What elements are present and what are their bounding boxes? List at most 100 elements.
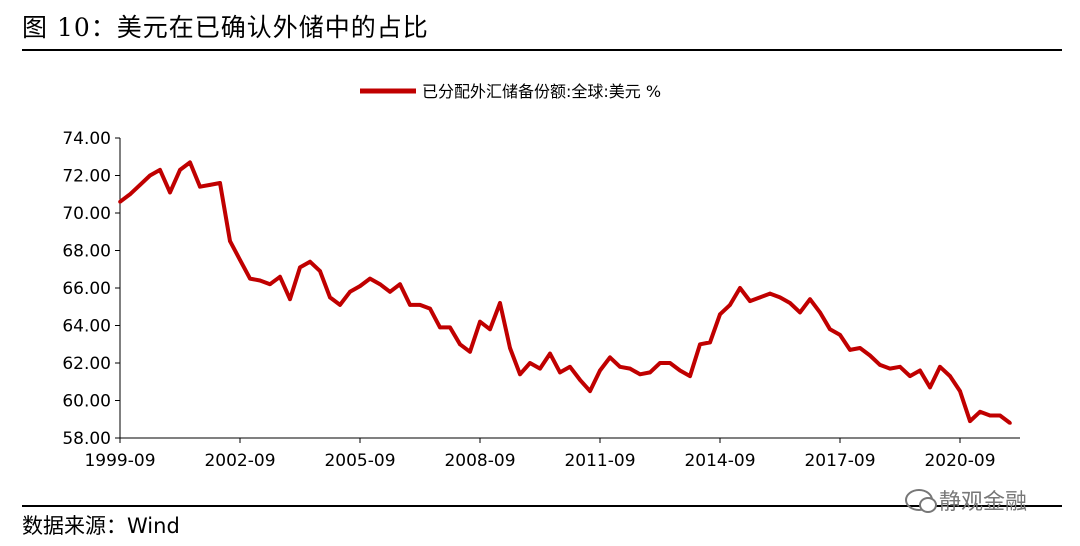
y-tick-label: 64.00 — [62, 317, 111, 337]
data-point — [398, 282, 402, 286]
y-tick-label: 72.00 — [62, 167, 111, 187]
data-point — [828, 327, 832, 332]
data-point — [1008, 421, 1012, 425]
data-point — [128, 192, 132, 197]
data-point — [138, 183, 142, 187]
data-point — [428, 306, 432, 311]
source-rule — [22, 505, 1062, 507]
data-point — [868, 353, 872, 358]
data-point — [178, 168, 182, 172]
data-point — [858, 346, 862, 350]
data-point — [908, 374, 912, 378]
data-point — [928, 385, 932, 390]
data-point — [308, 259, 312, 264]
data-point — [628, 366, 632, 371]
x-tick-label: 2014-09 — [684, 451, 755, 471]
data-point — [668, 361, 672, 365]
x-tick-label: 2020-09 — [924, 451, 995, 471]
data-point — [588, 389, 592, 393]
series-line-usd-share — [118, 160, 1012, 425]
data-point — [418, 303, 422, 307]
data-point — [508, 346, 512, 350]
data-point — [738, 286, 742, 290]
y-tick-label: 60.00 — [62, 392, 111, 412]
data-point — [478, 319, 482, 324]
data-point — [268, 282, 272, 286]
data-point — [918, 368, 922, 373]
data-point — [448, 325, 452, 330]
data-point — [318, 269, 322, 273]
data-point — [938, 365, 942, 369]
data-point — [298, 265, 302, 270]
data-point — [238, 258, 242, 262]
y-axis: 58.00 60.00 62.00 64.00 66.00 68.00 70.00 72.00… — [62, 129, 121, 449]
data-point — [968, 419, 972, 423]
data-point — [368, 276, 372, 281]
data-point — [718, 312, 722, 317]
data-point — [978, 410, 982, 414]
data-point — [488, 327, 492, 332]
data-point — [158, 168, 162, 172]
data-point — [698, 342, 702, 347]
line-chart: 已分配外汇储备份额:全球:美元 % 58.00 60.00 62.00 64.00 66… — [62, 82, 1020, 471]
data-point — [838, 333, 842, 337]
data-point — [578, 378, 582, 382]
data-point — [568, 365, 572, 369]
data-point — [278, 275, 282, 279]
data-point — [148, 173, 152, 178]
data-point — [498, 301, 502, 305]
data-point — [788, 301, 792, 305]
data-point — [898, 365, 902, 369]
data-point — [188, 160, 192, 165]
data-point — [758, 295, 762, 300]
data-point — [728, 303, 732, 307]
data-point — [688, 374, 692, 378]
data-point — [118, 200, 122, 204]
y-tick-label: 68.00 — [62, 242, 111, 262]
data-point — [528, 361, 532, 365]
data-point — [208, 183, 212, 187]
data-source: 数据来源：Wind — [22, 514, 180, 538]
data-point — [888, 366, 892, 371]
data-point — [658, 361, 662, 365]
x-tick-label: 2011-09 — [564, 451, 635, 471]
data-point — [848, 348, 852, 352]
data-point — [638, 372, 642, 377]
data-point — [408, 303, 412, 307]
data-point — [708, 340, 712, 345]
y-tick-label: 66.00 — [62, 279, 111, 299]
data-point — [348, 290, 352, 294]
data-point — [288, 297, 292, 301]
x-axis: 1999-09 2002-09 2005-09 2008-09 2011-09 2014-… — [84, 437, 1020, 471]
watermark: 静观金融 — [905, 484, 1027, 516]
data-point — [548, 351, 552, 356]
data-point — [608, 355, 612, 360]
data-point — [598, 368, 602, 373]
y-tick-label: 74.00 — [62, 129, 111, 149]
data-point — [168, 190, 172, 195]
data-point — [458, 342, 462, 347]
data-point — [218, 181, 222, 185]
data-point — [878, 363, 882, 367]
x-tick-label: 2017-09 — [804, 451, 875, 471]
series-points — [118, 160, 1012, 425]
data-point — [958, 389, 962, 393]
data-point — [818, 310, 822, 315]
x-tick-label: 2005-09 — [324, 451, 395, 471]
data-point — [748, 299, 752, 303]
data-point — [468, 350, 472, 354]
data-point — [618, 365, 622, 369]
data-point — [358, 284, 362, 288]
legend-label: 已分配外汇储备份额:全球:美元 % — [422, 82, 661, 101]
data-point — [948, 374, 952, 378]
data-point — [998, 413, 1002, 418]
data-point — [538, 366, 542, 371]
data-point — [808, 297, 812, 301]
figure-title: 图 10：美元在已确认外储中的占比 — [22, 13, 429, 42]
x-tick-label: 2002-09 — [204, 451, 275, 471]
data-point — [198, 184, 202, 189]
data-point — [228, 239, 232, 243]
x-tick-label: 2008-09 — [444, 451, 515, 471]
watermark-text: 静观金融 — [939, 490, 1028, 515]
data-point — [988, 413, 992, 418]
